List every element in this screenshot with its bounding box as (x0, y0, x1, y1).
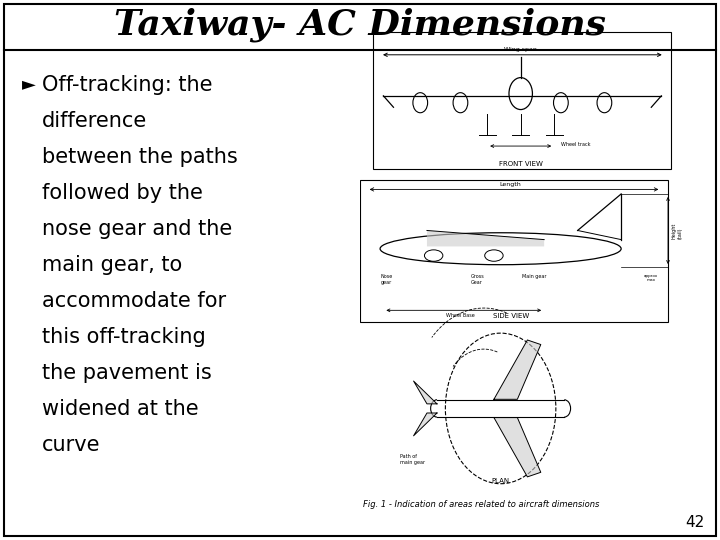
Polygon shape (413, 381, 437, 404)
Text: accommodate for: accommodate for (42, 291, 226, 311)
Text: approx
max: approx max (644, 274, 658, 282)
Polygon shape (413, 413, 437, 436)
Polygon shape (427, 231, 544, 246)
Polygon shape (494, 340, 541, 399)
Text: Taxiway- AC Dimensions: Taxiway- AC Dimensions (114, 8, 606, 42)
Text: Off-tracking: the: Off-tracking: the (42, 75, 212, 95)
Text: SIDE VIEW: SIDE VIEW (492, 313, 528, 320)
Text: between the paths: between the paths (42, 147, 238, 167)
Text: Main gear: Main gear (522, 274, 546, 279)
Text: difference: difference (42, 111, 148, 131)
Text: FRONT VIEW: FRONT VIEW (499, 160, 543, 166)
Text: widened at the: widened at the (42, 399, 199, 419)
Text: PLAN: PLAN (492, 478, 510, 484)
Bar (374, 32, 671, 169)
Text: curve: curve (42, 435, 101, 455)
Text: Nose
gear: Nose gear (381, 274, 393, 285)
Text: ►: ► (22, 75, 36, 93)
Text: Path of
main gear: Path of main gear (400, 454, 426, 465)
Text: Height
(tail): Height (tail) (671, 222, 682, 239)
Text: Wheel track: Wheel track (561, 142, 590, 147)
Bar (360, 180, 668, 322)
Text: Fig. 1 - Indication of areas related to aircraft dimensions: Fig. 1 - Indication of areas related to … (364, 500, 600, 509)
Text: nose gear and the: nose gear and the (42, 219, 233, 239)
Text: 42: 42 (685, 515, 705, 530)
Text: followed by the: followed by the (42, 183, 203, 203)
Text: this off-tracking: this off-tracking (42, 327, 206, 347)
Text: the pavement is: the pavement is (42, 363, 212, 383)
Text: main gear, to: main gear, to (42, 255, 182, 275)
Text: Gross
Gear: Gross Gear (470, 274, 484, 285)
Polygon shape (494, 417, 541, 477)
Text: Wing span: Wing span (504, 46, 537, 52)
Text: Wheel Base: Wheel Base (446, 313, 474, 318)
Text: Length: Length (500, 182, 521, 187)
